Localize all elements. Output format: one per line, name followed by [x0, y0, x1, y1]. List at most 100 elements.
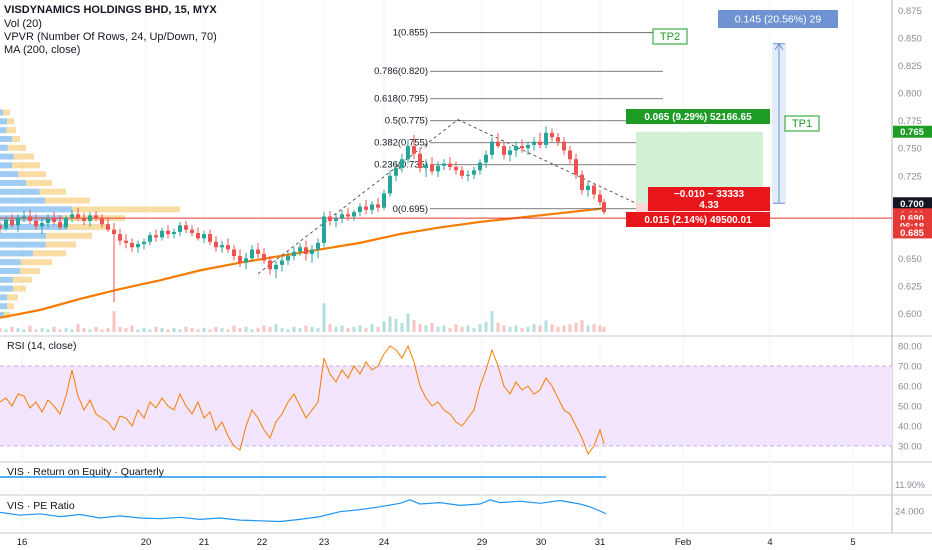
legend-vol: Vol (20)	[4, 18, 42, 30]
candle-body	[112, 229, 116, 235]
pe-tick-label: 24.000	[895, 507, 924, 518]
rsi-line	[0, 344, 605, 456]
volume-bar	[142, 328, 146, 332]
vpvr-up-bar	[0, 162, 12, 169]
candle-body	[514, 146, 518, 151]
volume-bar	[328, 324, 332, 332]
fib-level-label: 0(0.695)	[393, 204, 428, 215]
candle-body	[76, 214, 80, 218]
candle-body	[154, 235, 158, 238]
volume-bar	[556, 326, 560, 332]
price-marker-label: 0.765	[900, 127, 924, 138]
price-tick-label: 0.650	[898, 254, 922, 265]
candle-body	[316, 242, 320, 250]
volume-bar	[88, 329, 92, 332]
candle-body	[406, 146, 410, 160]
stop-label: 0.015 (2.14%) 49500.01	[644, 215, 752, 226]
candle-body	[136, 243, 140, 248]
price-marker-label: 0.685	[900, 228, 924, 239]
vpvr-down-bar	[3, 109, 10, 116]
vpvr-up-bar	[0, 144, 8, 151]
rsi-band-fill	[0, 366, 892, 446]
candle-body	[22, 216, 26, 218]
vpvr-up-bar	[0, 135, 12, 142]
vpvr-up-bar	[0, 303, 7, 310]
volume-bar	[34, 329, 38, 332]
volume-bar	[340, 325, 344, 332]
target-label-box	[626, 109, 770, 124]
rsi-tick-label: 50.00	[898, 402, 922, 413]
volume-bar	[406, 313, 410, 332]
vpvr-down-bar	[45, 197, 90, 204]
candle-body	[28, 216, 32, 221]
candle-body	[436, 165, 440, 172]
volume-bar	[136, 329, 140, 332]
candle-body	[202, 234, 206, 239]
candle-body	[184, 225, 188, 230]
volume-bars	[0, 303, 606, 332]
candle-body	[472, 170, 476, 175]
long-position-tool: 0.065 (9.29%) 52166.65 −0.010 ~ 333334.33…	[626, 109, 770, 227]
x-tick-label: 4	[767, 537, 772, 548]
volume-bar	[82, 328, 86, 332]
candle-body	[40, 223, 44, 227]
candle-body	[598, 194, 602, 203]
candle-body	[196, 232, 200, 239]
candle-body	[466, 174, 470, 176]
volume-bar	[598, 325, 602, 332]
candle-body	[142, 241, 146, 244]
vpvr-up-bar	[0, 241, 46, 248]
volume-bar	[424, 325, 428, 332]
center-label-2: 4.33	[699, 200, 719, 211]
volume-bar	[28, 325, 32, 332]
volume-bar	[376, 326, 380, 332]
volume-bar	[244, 326, 248, 332]
price-tick-label: 0.750	[898, 144, 922, 155]
volume-bar	[580, 320, 584, 332]
candle-body	[574, 159, 578, 175]
volume-bar	[454, 324, 458, 332]
candle-body	[244, 258, 248, 263]
vpvr-down-bar	[7, 118, 14, 125]
volume-bar	[388, 316, 392, 332]
volume-bar	[184, 326, 188, 332]
vpvr-down-bar	[20, 267, 40, 274]
vpvr-down-bar	[13, 153, 34, 160]
volume-bar	[496, 322, 500, 332]
tp2-box	[652, 28, 688, 45]
volume-bar	[298, 328, 302, 332]
volume-bar	[202, 328, 206, 332]
volume-bar	[370, 324, 374, 332]
vpvr-down-bar	[46, 232, 92, 239]
volume-bar	[118, 326, 122, 332]
volume-bar	[602, 326, 606, 332]
volume-bar	[514, 325, 518, 332]
fib-level-label: 0.618(0.795)	[374, 94, 428, 105]
candle-body	[130, 242, 134, 248]
x-tick-label: 22	[257, 537, 268, 548]
candle-body	[298, 247, 302, 252]
volume-bar	[460, 326, 464, 332]
volume-bar	[166, 329, 170, 332]
candle-body	[310, 249, 314, 254]
price-tick-label: 0.800	[898, 89, 922, 100]
volume-bar	[490, 311, 494, 332]
volume-bar	[436, 326, 440, 332]
volume-bar	[250, 329, 254, 332]
price-tick-label: 0.775	[898, 116, 922, 127]
volume-bar	[256, 328, 260, 332]
candle-body	[562, 141, 566, 151]
legend-symbol: VISDYNAMICS HOLDINGS BHD, 15, MYX	[4, 4, 217, 16]
vpvr-up-bar	[0, 109, 3, 116]
candle-body	[538, 141, 542, 145]
candle-body	[602, 202, 606, 213]
x-tick-label: 29	[477, 537, 488, 548]
rsi-tick-label: 70.00	[898, 362, 922, 373]
price-marker-box	[893, 125, 932, 138]
volume-bar	[502, 325, 506, 332]
volume-bar	[520, 328, 524, 332]
candle-body	[268, 260, 272, 270]
candle-body	[214, 241, 218, 248]
volume-bar	[592, 324, 596, 332]
